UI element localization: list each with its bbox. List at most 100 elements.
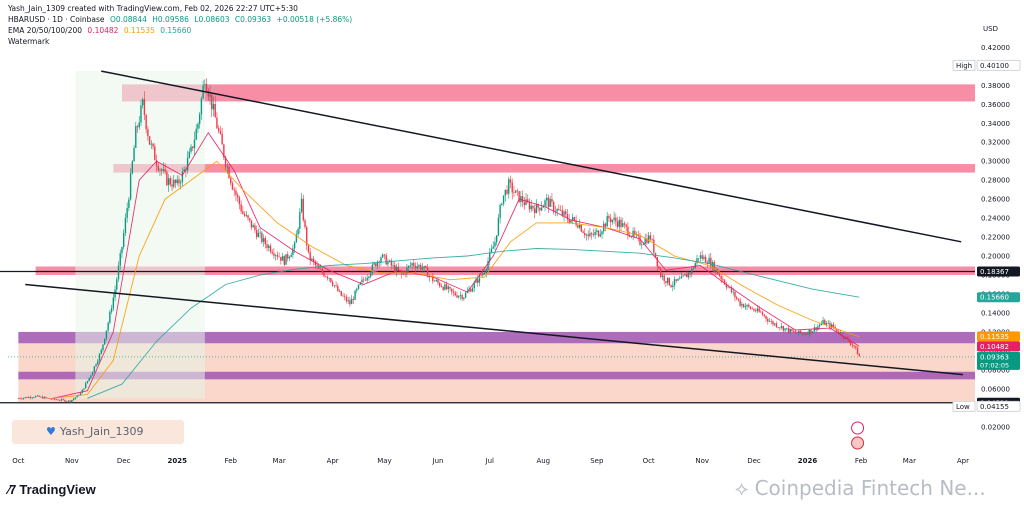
candle-body <box>47 397 49 399</box>
price-label-ema50[interactable]: 0.11535 <box>977 331 1020 342</box>
candle-body <box>561 210 563 216</box>
candle-body <box>449 286 451 289</box>
candle-body <box>21 398 23 400</box>
ema200-line[interactable] <box>87 248 860 399</box>
x-tick-label: 2026 <box>798 457 818 465</box>
price-label-layer: 0.40100High0.183670.156600.115350.104820… <box>952 59 1021 412</box>
price-label-value: 0.10482 <box>980 343 1009 351</box>
candle-body <box>425 266 427 268</box>
currency-label[interactable]: USD <box>983 25 998 33</box>
candle-body <box>537 204 539 208</box>
candle-body <box>521 196 524 203</box>
candle-body <box>60 399 63 401</box>
candle-body <box>456 295 458 298</box>
candle-body <box>285 254 287 265</box>
candle-body <box>732 291 734 293</box>
candle-body <box>687 272 690 278</box>
x-tick-label: Mar <box>272 457 285 465</box>
y-tick-label: 0.02000 <box>981 423 1010 431</box>
trendline-1[interactable] <box>25 283 963 376</box>
candle-body <box>476 279 479 283</box>
price-label-high[interactable]: 0.40100 High <box>952 59 1021 71</box>
candle-body <box>577 225 579 228</box>
candle-body <box>121 247 123 254</box>
price-label-value: 0.15660 <box>980 294 1009 302</box>
candle-body <box>240 204 242 212</box>
candle-body <box>611 219 614 223</box>
candle-body <box>675 279 677 281</box>
candle-body <box>563 211 565 216</box>
candle-body <box>445 284 448 290</box>
candle-body <box>249 218 251 221</box>
tradingview-wordmark: TradingView <box>19 482 96 497</box>
candle-body <box>527 199 529 203</box>
zone-1[interactable] <box>121 84 976 102</box>
candle-body <box>480 274 482 276</box>
price-label-box <box>976 400 1021 412</box>
price-label-box <box>977 266 1020 277</box>
ema50-line[interactable] <box>52 160 860 399</box>
candle-body <box>242 211 244 214</box>
trendline-0[interactable] <box>101 70 962 243</box>
candle-body <box>314 261 317 266</box>
candle-body <box>347 300 349 302</box>
candle-body <box>849 341 852 345</box>
time-axis[interactable]: Oct Nov Dec 2025 Feb Mar Apr May Jun Jul Aug Sep Oct… <box>12 421 969 465</box>
candle-body <box>692 268 695 269</box>
candle-body <box>651 239 653 240</box>
ema20-line[interactable] <box>52 131 860 399</box>
candle-body <box>749 306 752 309</box>
candle-body <box>330 278 332 283</box>
candle-body <box>26 397 28 398</box>
candle-body <box>385 255 387 265</box>
candle-body <box>665 281 667 283</box>
candle-body <box>107 322 109 331</box>
flag-event-icon[interactable] <box>851 436 865 450</box>
candle-body <box>680 276 683 279</box>
candle-body <box>701 255 703 259</box>
candle-body <box>613 217 615 220</box>
zone-2[interactable] <box>18 331 975 344</box>
candle-body <box>796 332 798 334</box>
candle-body <box>281 256 284 261</box>
high-value: H0.09586 <box>152 15 189 24</box>
price-axis[interactable]: USD0.420000.400000.380000.360000.340000.… <box>975 0 1024 507</box>
candle-body <box>851 344 854 346</box>
price-label-ema20[interactable]: 0.10482 <box>977 341 1020 352</box>
candle-body <box>141 99 144 106</box>
candle-body <box>337 285 339 292</box>
candle-body <box>590 233 593 235</box>
ema-legend-line[interactable]: EMA 20/50/100/200 0.10482 0.11535 0.1566… <box>8 26 194 35</box>
candle-body <box>129 173 132 200</box>
tradingview-logo[interactable]: ⁄7 TradingView <box>8 482 96 497</box>
candle-body <box>615 217 617 222</box>
candle-body <box>418 265 420 267</box>
candle-body <box>485 269 488 274</box>
zone-3[interactable] <box>113 164 976 173</box>
zone-4[interactable] <box>35 266 976 276</box>
candle-body <box>83 388 85 390</box>
candle-body <box>140 105 142 123</box>
price-label-low[interactable]: 0.04155 Low <box>952 400 1021 412</box>
candle-body <box>551 198 553 202</box>
candle-body <box>383 254 386 256</box>
candle-body <box>117 265 120 280</box>
watermark-legend: Watermark <box>8 37 50 46</box>
y-tick-label: 0.38000 <box>981 82 1010 90</box>
candle-body <box>559 210 562 211</box>
candle-body <box>463 297 465 299</box>
candle-body <box>318 265 320 269</box>
x-tick-label: May <box>377 457 391 465</box>
candle-body <box>411 263 413 266</box>
price-label-ema200[interactable]: 0.15660 <box>977 292 1020 303</box>
candle-body <box>231 183 234 190</box>
candle-body <box>437 280 439 283</box>
candle-body <box>90 375 92 378</box>
candle-body <box>452 291 455 293</box>
zone-5[interactable] <box>18 371 975 380</box>
price-label-dark[interactable]: 0.18367 <box>977 266 1020 277</box>
candle-body <box>238 197 241 205</box>
lightning-event-icon[interactable] <box>851 421 865 435</box>
